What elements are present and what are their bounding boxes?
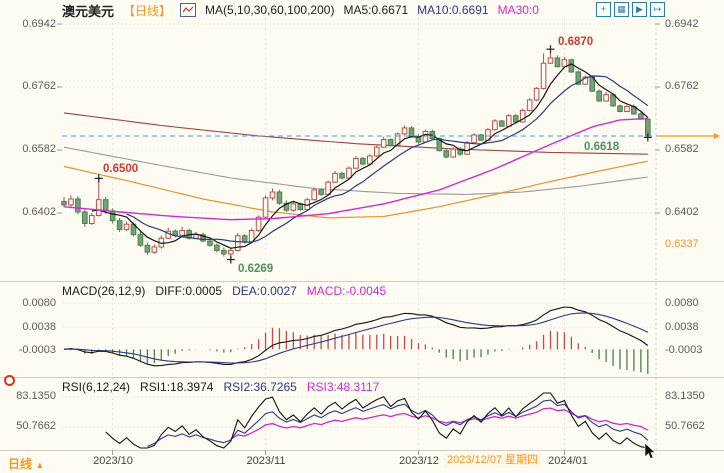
x-axis-month: 2024/01: [548, 455, 588, 467]
macd-hist-value: MACD:-0.0045: [306, 284, 387, 298]
y-axis-label: 0.6402: [665, 206, 699, 218]
y-axis-label: 0.6762: [22, 80, 56, 92]
period-tag: 【日线】: [123, 3, 172, 18]
macd-header: MACD(26,12,9) DIFF:0.0005 DEA:0.0027 MAC…: [62, 284, 386, 298]
y-axis-label: 0.6402: [22, 206, 56, 218]
rsi-axis-label: 50.7662: [16, 420, 56, 432]
rsi3-value: RSI3:48.3117: [306, 380, 380, 394]
y-axis-label: 0.6762: [665, 80, 699, 92]
ma-settings-label: MA(5,10,30,60,100,200): [205, 3, 335, 17]
symbol-title: 澳元美元: [62, 3, 115, 19]
rsi-axis-label: 83.1350: [16, 390, 56, 402]
rsi-axis-label: 50.7662: [665, 420, 705, 432]
ma10-value: MA10:0.6691: [417, 3, 489, 17]
local-high-label: 0.6500: [103, 163, 139, 175]
macd-axis-label: 0.0080: [22, 297, 56, 309]
crosshair-date-label: 2023/12/07 星期四: [444, 453, 542, 468]
play-chart-icon[interactable]: ▶: [632, 2, 647, 17]
period-up-arrow-icon: ▲: [35, 460, 45, 470]
y-axis-label: 0.6942: [665, 18, 699, 30]
x-axis-month: 2023/12: [399, 455, 439, 467]
axes-scale-icon[interactable]: ▦: [614, 2, 629, 17]
y-axis-label: 0.6942: [22, 18, 56, 30]
macd-dea-value: DEA:0.0027: [232, 284, 297, 298]
period-low-label: 0.6269: [238, 263, 274, 275]
rsi1-value: RSI1:18.3974: [140, 380, 214, 394]
period-high-label: 0.6870: [558, 36, 594, 48]
rsi2-value: RSI2:36.7265: [223, 380, 297, 394]
x-axis-month: 2023/10: [93, 455, 133, 467]
rsi-header: RSI(6,12,24) RSI1:18.3974 RSI2:36.7265 R…: [62, 380, 379, 394]
y-axis-label: 0.6582: [22, 143, 56, 155]
macd-axis-label: -0.0003: [18, 344, 56, 356]
chart-header: 澳元美元 【日线】 MA(5,10,30,60,100,200) MA5:0.6…: [62, 2, 539, 19]
crosshair-move-icon[interactable]: +: [596, 2, 611, 17]
indicator-settings-icon[interactable]: [4, 375, 15, 386]
chart-toolbar: + ▦ ▶ ↦: [596, 2, 665, 17]
macd-axis-label: 0.0080: [665, 297, 699, 309]
recent-low-label: 0.6618: [584, 141, 620, 153]
rsi-axis-label: 83.1350: [665, 390, 705, 402]
session-low-axis-label: 0.6337: [665, 238, 699, 250]
ma30-value: MA30:0: [497, 3, 539, 17]
macd-axis-label: 0.0038: [665, 321, 699, 333]
macd-diff-value: DIFF:0.0005: [155, 284, 223, 298]
macd-axis-label: -0.0003: [665, 344, 703, 356]
macd-title: MACD(26,12,9): [62, 284, 146, 298]
rsi-title: RSI(6,12,24): [62, 380, 131, 394]
period-selector[interactable]: 日线 ▲: [8, 457, 45, 471]
x-axis-month: 2023/11: [246, 455, 286, 467]
macd-axis-label: 0.0038: [22, 321, 56, 333]
y-axis-label: 0.6582: [665, 143, 699, 155]
ma5-value: MA5:0.6671: [343, 3, 409, 17]
indicator-chart-icon[interactable]: [180, 3, 197, 17]
export-chart-icon[interactable]: ↦: [650, 2, 665, 17]
